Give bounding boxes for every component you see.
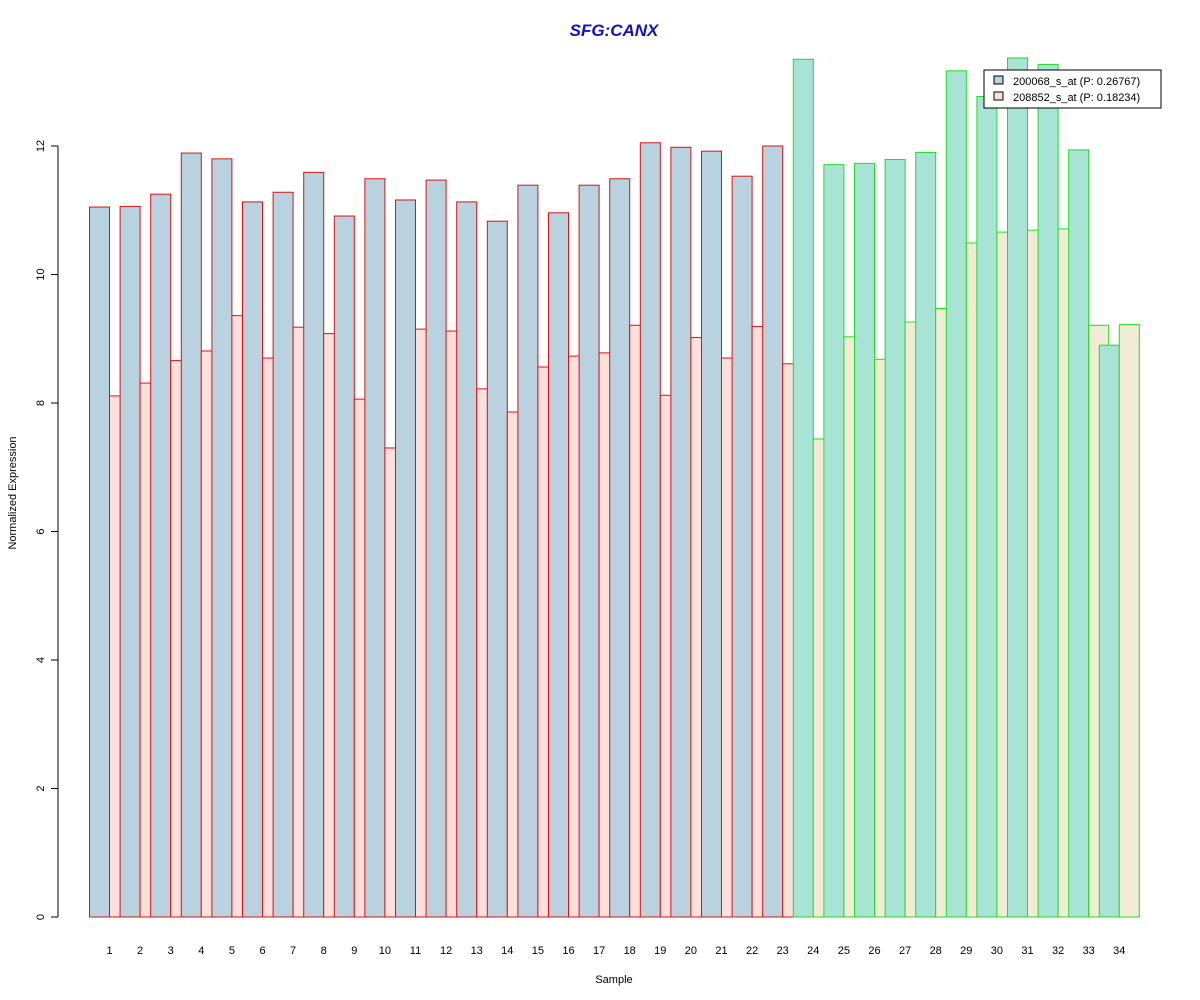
- x-tick-label: 28: [930, 945, 942, 957]
- bar-sample-22-series-1: [731, 175, 753, 918]
- x-tick-label: 9: [351, 945, 357, 957]
- bar-sample-18-series-1: [609, 178, 631, 918]
- x-tick-label: 2: [137, 945, 143, 957]
- bar-sample-8-series-1: [303, 171, 325, 918]
- x-tick-label: 6: [259, 945, 265, 957]
- bar-sample-32-series-1: [1037, 63, 1059, 918]
- x-tick-label: 10: [379, 945, 391, 957]
- x-tick-label: 33: [1083, 945, 1095, 957]
- x-tick-label: 18: [624, 945, 636, 957]
- x-tick-label: 22: [746, 945, 758, 957]
- bar-sample-5-series-1: [211, 158, 233, 918]
- bar-sample-23-series-1: [762, 145, 784, 918]
- legend-label-series-2: 208852_s_at (P: 0.18234): [1013, 92, 1140, 104]
- bar-sample-31-series-1: [1007, 57, 1028, 918]
- bar-sample-26-series-1: [854, 162, 875, 918]
- bar-sample-29-series-1: [945, 70, 967, 918]
- x-tick-label: 25: [838, 945, 850, 957]
- x-tick-label: 16: [562, 945, 574, 957]
- y-tick-label: 2: [35, 785, 47, 791]
- x-tick-label: 14: [501, 945, 513, 957]
- bar-sample-1-series-1: [89, 206, 110, 918]
- x-tick-label: 19: [654, 945, 666, 957]
- x-tick-label: 3: [168, 945, 174, 957]
- y-tick-label: 8: [35, 400, 47, 406]
- bar-sample-34-series-2: [1118, 324, 1140, 918]
- bar-sample-21-series-1: [701, 150, 722, 918]
- x-tick-label: 12: [440, 945, 452, 957]
- bar-sample-33-series-1: [1068, 149, 1090, 918]
- bar-sample-12-series-1: [425, 179, 447, 918]
- bar-sample-16-series-1: [548, 212, 569, 918]
- bar-sample-11-series-1: [395, 199, 416, 918]
- y-axis: 0 2 4 6 8 10 12: [35, 140, 59, 920]
- bar-sample-24-series-1: [792, 58, 814, 918]
- y-axis-title: Normalized Expression: [7, 436, 19, 549]
- y-tick-label: 12: [35, 140, 47, 152]
- y-tick-label: 0: [35, 914, 47, 920]
- x-tick-label: 29: [960, 945, 972, 957]
- x-tick-label: 1: [106, 945, 112, 957]
- bars-group: [89, 57, 1140, 918]
- bar-sample-27-series-1: [884, 158, 906, 918]
- bar-sample-17-series-1: [578, 184, 600, 918]
- bar-sample-7-series-1: [272, 191, 294, 918]
- bar-sample-20-series-1: [670, 146, 692, 918]
- legend: 200068_s_at (P: 0.26767) 208852_s_at (P:…: [983, 69, 1162, 109]
- bar-sample-4-series-1: [180, 152, 202, 918]
- bar-sample-19-series-1: [639, 142, 661, 918]
- y-tick-label: 4: [35, 657, 47, 663]
- x-tick-label: 15: [532, 945, 544, 957]
- x-tick-label: 20: [685, 945, 697, 957]
- legend-label-series-1: 200068_s_at (P: 0.26767): [1013, 76, 1140, 88]
- y-tick-label: 6: [35, 528, 47, 534]
- bar-sample-13-series-1: [456, 201, 478, 918]
- bar-sample-25-series-1: [823, 164, 845, 918]
- bar-sample-2-series-1: [119, 205, 141, 918]
- bar-sample-6-series-1: [242, 201, 263, 918]
- legend-swatch-series-2: [993, 91, 1004, 101]
- x-tick-label: 34: [1113, 945, 1125, 957]
- x-tick-label: 4: [198, 945, 204, 957]
- x-tick-label: 17: [593, 945, 605, 957]
- chart-title: SFG:CANX: [570, 21, 660, 40]
- x-axis-labels: 1 2 3 4 5 6 7 8 9 10 11 12 13 14 15 16 17 18 19 20 21 22 23 24 2…: [106, 945, 1125, 957]
- x-tick-label: 31: [1021, 945, 1033, 957]
- bar-sample-28-series-1: [915, 151, 937, 918]
- bar-sample-15-series-1: [517, 184, 539, 918]
- x-tick-label: 21: [715, 945, 727, 957]
- x-axis-title: Sample: [595, 974, 632, 986]
- x-tick-label: 24: [807, 945, 819, 957]
- legend-swatch-series-1: [993, 75, 1004, 85]
- x-tick-label: 7: [290, 945, 296, 957]
- bar-sample-3-series-1: [150, 193, 172, 918]
- bar-sample-34-series-1: [1098, 344, 1120, 918]
- x-tick-label: 30: [991, 945, 1003, 957]
- x-tick-label: 5: [229, 945, 235, 957]
- bar-sample-10-series-1: [364, 178, 386, 918]
- x-tick-label: 26: [868, 945, 880, 957]
- legend-box: [983, 69, 1162, 109]
- bar-sample-14-series-1: [486, 220, 508, 918]
- x-tick-label: 23: [777, 945, 789, 957]
- y-tick-label: 10: [35, 268, 47, 280]
- bar-sample-30-series-1: [976, 96, 998, 918]
- x-tick-label: 27: [899, 945, 911, 957]
- x-tick-label: 8: [321, 945, 327, 957]
- bar-sample-9-series-1: [333, 215, 355, 918]
- x-tick-label: 11: [410, 945, 421, 957]
- x-tick-label: 13: [471, 945, 483, 957]
- x-tick-label: 32: [1052, 945, 1064, 957]
